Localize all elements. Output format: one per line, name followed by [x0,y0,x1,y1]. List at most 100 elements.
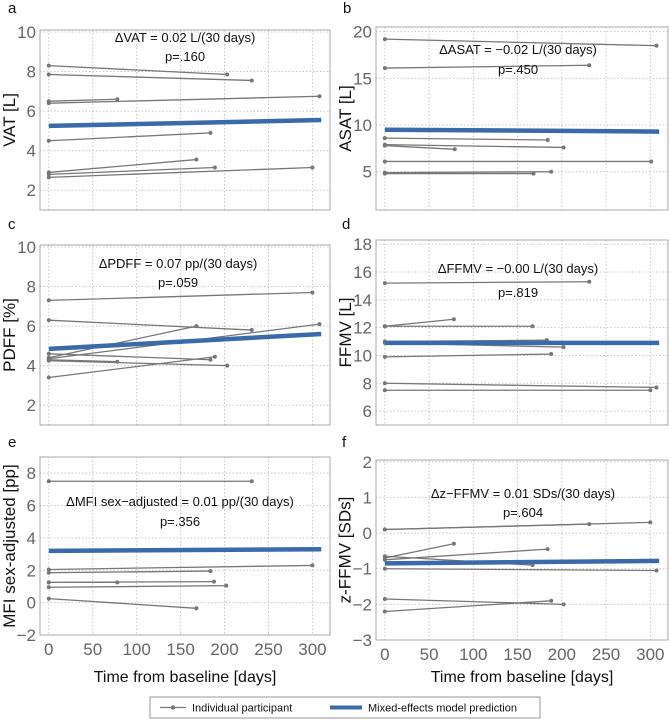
participant-line [382,566,659,573]
x-tick-label: 100 [459,645,487,664]
participant-point [310,165,315,170]
slope-annotation: Δz−FFMV = 0.01 SDs/(30 days) [431,486,615,501]
x-tick-label: 150 [166,640,194,659]
participant-point [545,547,550,552]
participant-point [587,279,592,284]
participant-point [212,165,217,170]
participant-point [382,66,387,71]
participant-line [46,130,213,143]
participant-segment [48,95,320,104]
participant-line [382,522,592,532]
participant-line [382,142,566,150]
plot-frame [375,239,669,426]
participant-point [382,136,387,141]
participant-point [310,290,315,295]
panel-letter: d [342,216,350,233]
participant-segment [48,166,215,176]
participant-point [382,527,387,532]
y-tick-label: −2 [353,595,372,614]
x-axis-title: Time from baseline [days] [431,669,614,686]
participant-point [208,130,213,135]
x-tick-label: 0 [44,640,53,659]
y-tick-label: 6 [27,317,36,336]
participant-line [382,381,659,390]
x-tick-label: 300 [298,640,326,659]
participant-line [382,547,550,562]
participant-segment [384,568,657,572]
y-axis-title: ASAT [L] [336,85,355,151]
participant-point [382,354,387,359]
y-tick-label: 2 [27,396,36,415]
participant-segment [384,318,454,327]
plot-frame [375,459,669,641]
x-tick-label: 50 [83,640,102,659]
participant-point [212,354,217,359]
p-value-annotation: p=.356 [160,514,200,529]
slope-annotation: ΔMFI sex−adjusted = 0.01 pp/(30 days) [66,494,294,509]
participant-point [382,388,387,393]
participant-point [382,324,387,329]
participant-segment [48,580,215,584]
p-value-annotation: p=.819 [498,285,538,300]
y-tick-label: 2 [27,561,36,580]
participant-point [382,597,387,602]
slope-annotation: ΔFFMV = −0.00 L/(30 days) [438,261,598,276]
x-tick-label: 150 [503,645,531,664]
participant-segment [48,64,228,76]
participant-line [382,324,535,329]
participant-point [46,596,51,601]
y-tick-label: 16 [353,263,372,282]
panel-c: c 2 4 6 8 10 PDFF [%] ΔPDFF = 0.07 pp/(30 days)… [0,216,331,426]
participant-segment [384,281,590,284]
participant-point [46,570,51,575]
participant-point [224,583,229,588]
participant-line [46,290,315,303]
y-tick-label: 2 [27,181,36,200]
participant-line [46,354,217,380]
participant-point [46,479,51,484]
participant-line [46,569,213,575]
x-tick-label: 200 [548,645,576,664]
y-tick-label: 1 [363,488,372,507]
participant-segment [48,166,313,179]
participant-line [46,351,213,362]
y-axis-title: FFMV [L] [336,298,355,368]
participant-point [46,585,51,590]
participant-point [382,171,387,176]
participant-segment [384,543,454,559]
participant-point [587,63,592,68]
participant-segment [48,73,252,82]
p-value-annotation: p=.604 [503,505,543,520]
panel-b: b 5 10 15 20 ASAT [L] ΔASAT = −0.02 L/(30 days… [336,0,669,211]
participant-point [46,375,51,380]
participant-point [648,388,653,393]
y-tick-label: 14 [353,291,372,310]
participant-line [382,597,566,607]
participant-point [317,94,322,99]
participant-line [46,579,216,585]
participant-point [531,171,536,176]
plot-frame [39,244,331,426]
y-tick-label: 4 [27,529,36,548]
y-tick-label: 10 [17,23,36,42]
x-tick-label: 250 [592,645,620,664]
participant-line [46,94,322,106]
model-prediction-line [384,558,660,566]
participant-point [561,145,566,150]
participant-segment [48,158,197,174]
x-tick-label: 100 [122,640,150,659]
model-prediction-line [48,117,322,129]
panel-letter: b [343,0,351,17]
y-tick-label: 5 [363,163,372,182]
y-tick-label: 0 [27,594,36,613]
legend: Individual participant Mixed-effects mod… [149,696,541,719]
participant-point [561,602,566,607]
participant-segment [48,359,118,363]
legend-model-label: Mixed-effects model prediction [368,703,517,715]
participant-line [46,479,254,484]
participant-point [382,143,387,148]
y-tick-label: 8 [363,374,372,393]
participant-point [225,363,230,368]
y-tick-label: 4 [27,142,36,161]
participant-segment [48,319,252,331]
